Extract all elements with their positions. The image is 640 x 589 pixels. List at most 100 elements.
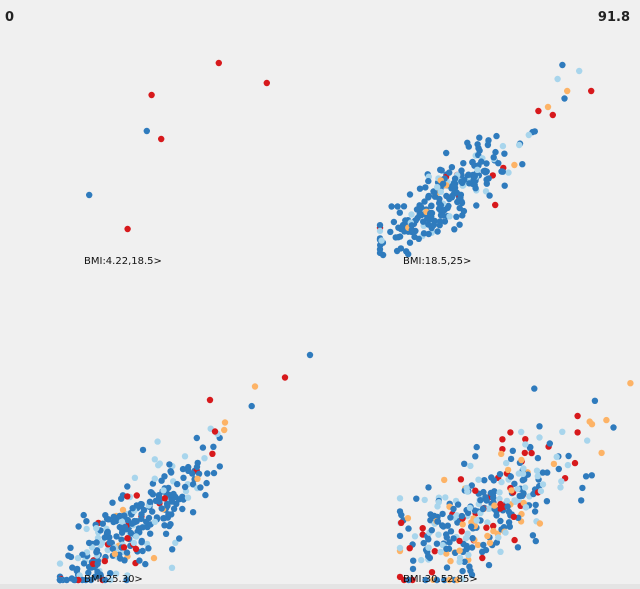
data-point — [193, 463, 201, 471]
data-point — [433, 540, 441, 547]
data-point — [201, 455, 208, 462]
data-point — [281, 374, 289, 381]
data-point — [79, 551, 86, 558]
data-point — [408, 211, 415, 218]
data-point — [179, 493, 186, 500]
data-point — [521, 449, 528, 457]
data-point — [514, 544, 522, 551]
data-point — [456, 554, 464, 562]
data-point — [501, 182, 508, 189]
data-point — [479, 554, 486, 562]
data-point — [458, 178, 465, 185]
data-point — [627, 380, 634, 387]
data-point — [454, 576, 461, 584]
data-point — [532, 501, 539, 509]
data-point — [441, 476, 448, 484]
data-point — [516, 141, 523, 149]
data-point — [130, 539, 138, 547]
data-point — [472, 453, 479, 460]
data-point — [446, 576, 453, 584]
scatter-panel — [56, 351, 314, 584]
data-point — [525, 131, 532, 139]
panel-label: BMI:18.5,25> — [403, 256, 471, 267]
data-point — [216, 463, 223, 470]
data-point — [507, 473, 514, 480]
data-point — [564, 87, 571, 95]
data-point — [522, 504, 530, 511]
data-point — [425, 230, 432, 238]
data-point — [158, 135, 165, 143]
data-point — [395, 234, 402, 241]
data-point — [109, 545, 117, 552]
data-point — [425, 193, 432, 200]
data-point — [603, 416, 610, 424]
data-point — [143, 127, 150, 135]
data-point — [464, 488, 471, 495]
data-point — [450, 535, 457, 542]
data-point — [101, 534, 109, 541]
data-point — [510, 513, 517, 520]
data-point — [124, 483, 131, 490]
data-point — [544, 103, 552, 111]
data-point — [199, 444, 207, 451]
data-point — [441, 218, 449, 225]
data-point — [493, 132, 500, 140]
data-point — [498, 478, 505, 486]
data-point — [497, 500, 504, 508]
data-point — [396, 209, 403, 216]
data-point — [147, 530, 154, 537]
data-point — [546, 440, 553, 447]
data-point — [416, 185, 424, 192]
data-point — [515, 470, 522, 477]
data-point — [497, 517, 504, 525]
data-point — [529, 532, 537, 539]
data-point — [376, 227, 384, 235]
data-point — [202, 491, 209, 499]
data-point — [474, 166, 481, 173]
data-point — [91, 573, 99, 580]
data-point — [107, 576, 114, 584]
data-point — [436, 195, 443, 203]
data-point — [553, 453, 560, 461]
data-point — [485, 175, 492, 182]
data-point — [448, 164, 456, 171]
data-point — [396, 495, 404, 502]
data-point — [113, 533, 120, 540]
data-point — [576, 67, 583, 75]
data-point — [549, 111, 556, 119]
data-point — [427, 511, 434, 518]
data-point — [480, 167, 487, 175]
data-point — [480, 541, 487, 549]
data-point — [428, 569, 436, 576]
data-point — [469, 535, 476, 542]
data-point — [124, 516, 132, 524]
data-point — [408, 222, 415, 229]
data-point — [539, 481, 547, 488]
data-point — [418, 556, 425, 564]
data-point — [588, 472, 595, 479]
data-point — [479, 505, 487, 513]
data-point — [197, 484, 204, 491]
data-point — [450, 182, 457, 189]
data-point — [109, 499, 116, 506]
data-point — [376, 222, 384, 229]
data-point — [451, 226, 458, 233]
data-point — [582, 473, 590, 480]
data-point — [118, 529, 126, 536]
data-point — [477, 497, 484, 504]
data-point — [161, 473, 168, 480]
data-point — [446, 169, 453, 176]
data-point — [121, 512, 128, 519]
data-point — [534, 473, 541, 480]
data-point — [411, 533, 419, 540]
data-point — [395, 224, 402, 231]
data-point — [400, 203, 408, 210]
data-point — [68, 575, 76, 582]
data-point — [439, 510, 446, 518]
data-point — [74, 554, 82, 562]
data-point — [204, 470, 211, 477]
data-point — [460, 160, 467, 167]
data-point — [169, 546, 176, 553]
data-point — [421, 198, 428, 205]
data-point — [533, 467, 541, 474]
